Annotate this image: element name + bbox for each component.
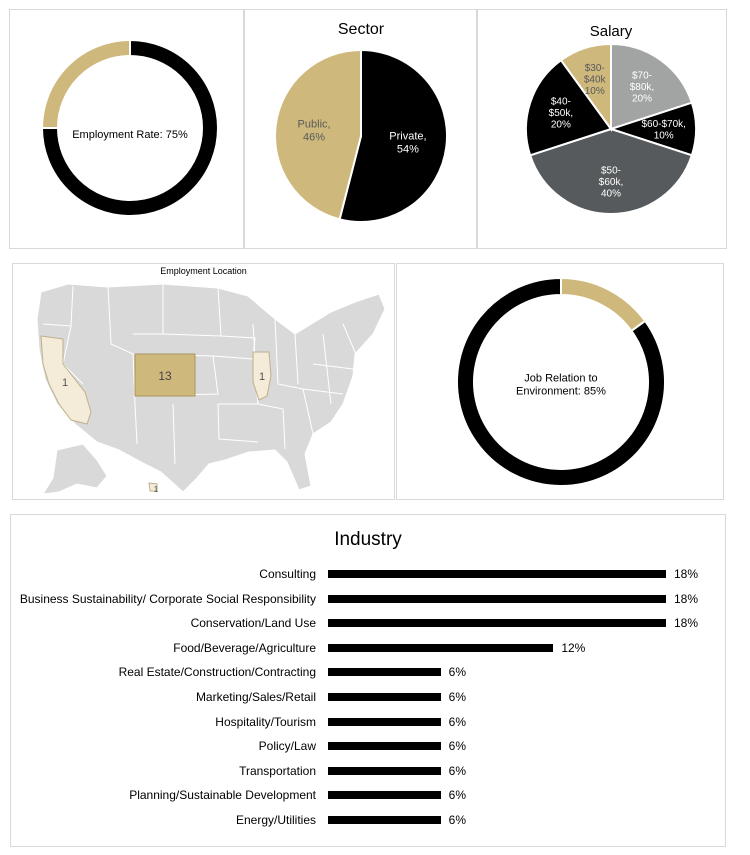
salary-label-2: $50-$60k, 40% <box>599 166 623 200</box>
industry-category-label: Business Sustainability/ Corporate Socia… <box>19 591 316 606</box>
industry-value-label: 6% <box>448 690 466 704</box>
industry-bar <box>328 766 441 775</box>
hawaii-value: 1 <box>154 485 159 494</box>
us-mainland-shape <box>36 283 386 493</box>
employment-rate-panel: Employment Rate: 75% <box>9 9 244 249</box>
industry-bar <box>328 643 554 652</box>
sector-slice-0 <box>338 48 448 223</box>
industry-value-label: 6% <box>448 739 466 754</box>
industry-category-label: Transportation <box>239 763 316 778</box>
industry-bar <box>328 693 441 701</box>
salary-slice-2 <box>528 127 694 215</box>
california-shape <box>40 335 92 425</box>
industry-bar <box>328 570 666 578</box>
employment_rate-slice-0 <box>40 38 219 217</box>
colorado-shape <box>134 353 196 397</box>
industry-category-label: Energy/Utilities <box>235 813 316 827</box>
industry-panel: Industry Consulting 18% Business Sustainab… <box>10 514 726 847</box>
salary-title: Salary <box>590 23 633 40</box>
sector-label-0: Private, 54% <box>389 130 426 155</box>
industry-bar <box>328 717 441 726</box>
industry-bar <box>328 594 666 603</box>
industry-category-label: Marketing/Sales/Retail <box>195 690 316 704</box>
salary-chart: Salary $70-$80k, 20% $60-$70k, 10% $50-$60k, 4… <box>525 23 697 215</box>
us-states-map <box>36 283 386 495</box>
salary-label-0: $70-$80k, 20% <box>630 70 654 104</box>
job_relation-slice-1 <box>560 276 647 333</box>
industry-bar <box>328 668 441 677</box>
sector-label-1: Public, 46% <box>298 118 331 143</box>
industry-category-label: Conservation/Land Use <box>190 616 316 631</box>
industry-title: Industry <box>334 529 402 550</box>
salary-label-1: $60-$70k, 10% <box>641 119 685 142</box>
industry-category-label: Hospitality/Tourism <box>215 714 316 729</box>
industry-bar <box>328 619 666 628</box>
industry-category-label: Policy/Law <box>258 739 316 754</box>
us-map: 1 13 1 1 <box>36 283 386 495</box>
salary-slice-0 <box>610 42 694 131</box>
industry-bar <box>328 742 441 751</box>
employment-rate-label: Employment Rate: 75% <box>72 129 188 141</box>
alaska-shape <box>42 443 108 495</box>
industry-value-label: 6% <box>448 763 466 778</box>
job-relation-label: Job Relation to Environment: 85% <box>516 372 606 397</box>
employment_rate-slice-1 <box>40 38 131 129</box>
salary-slice-3 <box>525 58 613 157</box>
sector-panel: Sector Private, 54% Public, 46% <box>244 9 477 249</box>
industry-value-label: 18% <box>674 591 699 606</box>
map-title: Employment Location <box>160 266 247 276</box>
industry-category-label: Consulting <box>259 567 316 581</box>
industry-value-label: 6% <box>448 714 466 729</box>
hawaii-shape <box>148 482 158 492</box>
salary-slice-4 <box>559 42 612 133</box>
industry-value-label: 6% <box>448 665 466 680</box>
job-relation-chart: Job Relation to Environment: 85% <box>456 276 666 487</box>
industry-bar <box>328 791 441 800</box>
california-value: 1 <box>62 377 68 389</box>
industry-value-label: 18% <box>674 616 699 631</box>
sector-title: Sector <box>338 21 385 38</box>
industry-category-label: Planning/Sustainable Development <box>129 788 316 803</box>
employment-location-panel: Employment Location <box>12 263 395 500</box>
employment-rate-chart: Employment Rate: 75% <box>40 38 219 217</box>
job_relation-slice-0 <box>456 276 666 487</box>
industry-value-label: 18% <box>674 567 699 581</box>
industry-category-label: Real Estate/Construction/Contracting <box>118 665 316 680</box>
industry-value-label: 6% <box>448 788 466 803</box>
colorado-value: 13 <box>158 369 172 383</box>
salary-label-4: $30-$40k 10% <box>584 63 607 97</box>
salary-label-3: $40-$50k, 20% <box>549 97 573 131</box>
job-relation-panel: Job Relation to Environment: 85% <box>396 263 724 500</box>
industry-bar <box>328 816 441 824</box>
illinois-shape <box>252 351 272 401</box>
industry-category-label: Food/Beverage/Agriculture <box>173 640 316 655</box>
sector-slice-1 <box>274 48 362 221</box>
salary-panel: Salary $70-$80k, 20% $60-$70k, 10% $50-$60k, 4… <box>477 9 727 249</box>
sector-chart: Sector Private, 54% Public, 46% <box>274 21 448 223</box>
illinois-value: 1 <box>259 371 265 383</box>
industry-value-label: 6% <box>448 813 466 827</box>
industry-value-label: 12% <box>561 640 586 655</box>
